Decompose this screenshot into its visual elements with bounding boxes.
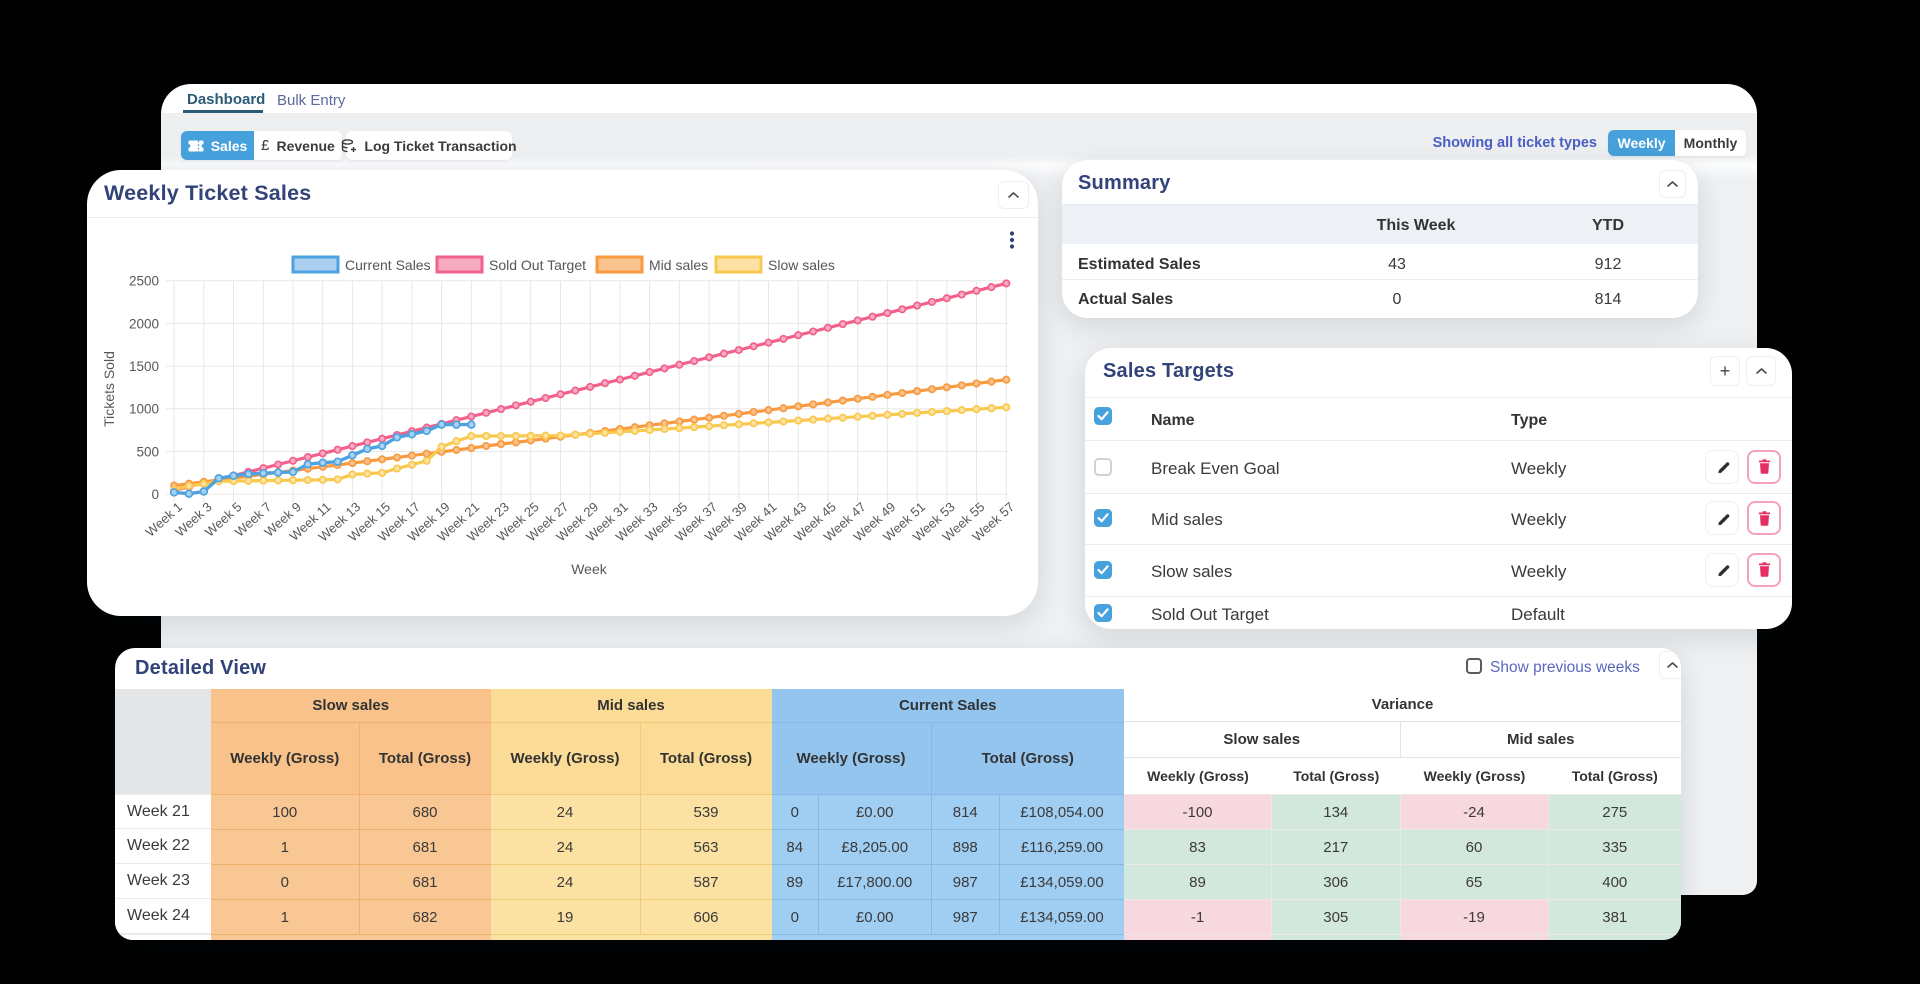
svg-text:2000: 2000 [129, 316, 159, 331]
svg-text:Week: Week [571, 561, 608, 577]
svg-text:1000: 1000 [129, 402, 159, 417]
svg-text:Tickets Sold: Tickets Sold [101, 351, 117, 427]
svg-text:Slow sales: Slow sales [768, 257, 835, 273]
svg-text:2500: 2500 [129, 274, 159, 289]
svg-text:Sold Out Target: Sold Out Target [489, 257, 586, 273]
svg-text:1500: 1500 [129, 359, 159, 374]
svg-text:500: 500 [136, 444, 159, 459]
svg-text:Mid sales: Mid sales [649, 257, 708, 273]
svg-text:Current Sales: Current Sales [345, 257, 431, 273]
svg-text:0: 0 [151, 487, 159, 502]
